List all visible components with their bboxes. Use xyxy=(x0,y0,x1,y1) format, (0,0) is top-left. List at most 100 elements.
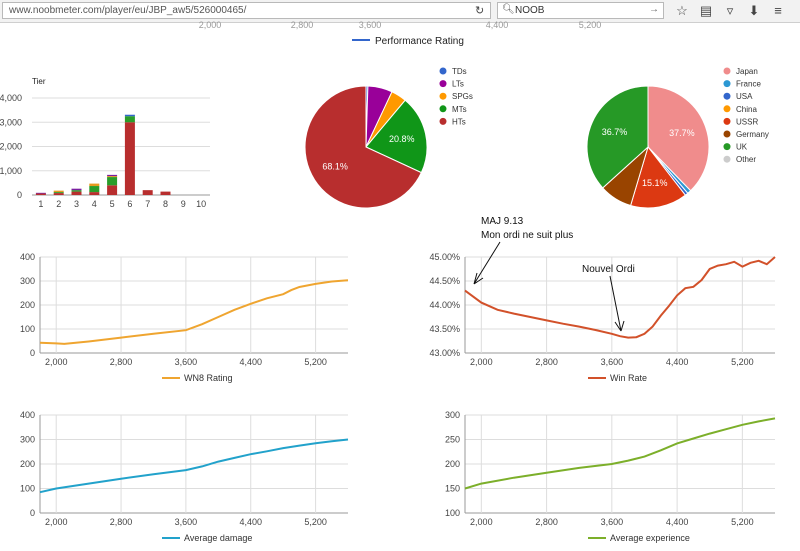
types-legend-swatch-lts xyxy=(439,80,447,88)
damage-xtick-3: 4,400 xyxy=(239,517,262,527)
tier-bar-chart: Tier 0 1,000 2,000 3,000 4,000 1 2 3 4 5 6 7 8 9 10 xyxy=(0,77,210,209)
nations-slice-uk xyxy=(586,85,649,189)
browser-toolbar: www.noobmeter.com/player/eu/JBP_aw5/5260… xyxy=(0,0,800,23)
winrate-xtick-2: 3,600 xyxy=(601,357,624,367)
cut-tick-4: 5,200 xyxy=(579,20,602,30)
experience-xtick-2: 3,600 xyxy=(601,517,624,527)
cut-tick-1: 2,800 xyxy=(291,20,314,30)
tier-bar-2-hts xyxy=(53,193,64,195)
annotation-nouvel: Nouvel Ordi xyxy=(582,264,635,275)
tier-bar-2-spgs xyxy=(53,190,64,193)
tier-title: Tier xyxy=(32,77,46,86)
nations-slice-label-ussr: 15.1% xyxy=(642,178,668,188)
types-legend-label-tds: TDs xyxy=(452,67,467,76)
download-icon[interactable]: ⬇ xyxy=(748,3,760,18)
experience-ytick-4: 300 xyxy=(445,410,460,420)
types-legend-swatch-tds xyxy=(439,67,447,75)
reading-list-icon[interactable]: ▤ xyxy=(699,3,713,18)
tier-bar-8-hts xyxy=(160,191,171,195)
performance-legend-label: Performance Rating xyxy=(375,36,464,47)
pocket-icon[interactable]: ▿ xyxy=(726,3,734,18)
types-legend-swatch-hts xyxy=(439,117,447,125)
tier-ytick-1: 1,000 xyxy=(0,166,22,176)
experience-series-line xyxy=(464,417,776,490)
types-slice-hts xyxy=(304,85,423,209)
nations-slice-label-japan: 37.7% xyxy=(669,128,695,138)
tier-bar-4-hts xyxy=(89,192,100,195)
nations-legend-swatch-usa xyxy=(723,92,731,100)
annotation-maj-line1: MAJ 9.13 xyxy=(481,216,524,227)
bookmark-star-icon[interactable]: ☆ xyxy=(676,3,688,18)
damage-series-line xyxy=(39,438,349,494)
search-bar[interactable]: 🔍︎ NOOB → xyxy=(497,2,664,19)
tier-xtick-3: 4 xyxy=(92,199,97,209)
damage-legend-label: Average damage xyxy=(184,533,252,543)
winrate-series-line xyxy=(464,256,776,339)
winrate-ytick-3: 44.50% xyxy=(429,276,460,286)
nations-slice-japan xyxy=(647,85,710,192)
nations-legend-label-ussr: USSR xyxy=(736,117,758,126)
damage-ytick-2: 200 xyxy=(20,459,35,469)
nations-legend-swatch-other xyxy=(723,155,731,163)
wn8-xtick-0: 2,000 xyxy=(45,357,68,367)
search-icon: 🔍︎ xyxy=(502,4,515,15)
damage-xtick-2: 3,600 xyxy=(175,517,198,527)
nations-legend-swatch-japan xyxy=(723,67,731,75)
annotation-nouvel-arrow xyxy=(609,275,625,332)
wn8-xtick-3: 4,400 xyxy=(239,357,262,367)
types-slice-mts xyxy=(365,99,428,174)
winrate-ytick-2: 44.00% xyxy=(429,300,460,310)
experience-ytick-0: 100 xyxy=(445,508,460,518)
nations-legend-swatch-france xyxy=(723,80,731,88)
types-slice-label-hts: 68.1% xyxy=(322,162,348,172)
experience-xtick-3: 4,400 xyxy=(666,517,689,527)
wn8-ytick-2: 200 xyxy=(20,300,35,310)
damage-line-chart: 0 100 200 300 400 2,000 2,800 3,600 4,400 5,200 Av… xyxy=(20,410,349,543)
tier-bar-1-hts xyxy=(35,193,46,195)
nations-legend-label-germany: Germany xyxy=(736,130,769,139)
tier-ytick-4: 4,000 xyxy=(0,93,22,103)
experience-xtick-1: 2,800 xyxy=(535,517,558,527)
url-bar[interactable]: www.noobmeter.com/player/eu/JBP_aw5/5260… xyxy=(2,2,491,19)
tier-xtick-2: 3 xyxy=(74,199,79,209)
types-legend-label-hts: HTs xyxy=(452,117,466,126)
annotation-maj-line2: Mon ordi ne suit plus xyxy=(481,230,573,241)
experience-legend-label: Average experience xyxy=(610,533,690,543)
wn8-xtick-2: 3,600 xyxy=(175,357,198,367)
cut-off-ticks: 2,000 2,800 3,600 4,400 5,200 xyxy=(199,20,602,30)
experience-line-chart: 100 150 200 250 300 2,000 2,800 3,600 4,400 5,200… xyxy=(445,410,776,543)
winrate-line-chart: 43.00% 43.50% 44.00% 44.50% 45.00% 2,000 2,800… xyxy=(429,252,776,383)
wn8-ytick-3: 300 xyxy=(20,276,35,286)
damage-ytick-3: 300 xyxy=(20,435,35,445)
tier-bar-6-tds xyxy=(124,114,135,117)
nations-legend-swatch-uk xyxy=(723,143,731,151)
damage-ytick-1: 100 xyxy=(20,484,35,494)
nations-legend-label-china: China xyxy=(736,105,757,114)
types-legend-swatch-mts xyxy=(439,105,447,113)
nations-legend-label-france: France xyxy=(736,80,761,89)
search-input[interactable]: NOOB xyxy=(515,5,545,16)
winrate-xtick-1: 2,800 xyxy=(535,357,558,367)
nations-legend-label-other: Other xyxy=(736,155,756,164)
tier-xtick-9: 10 xyxy=(196,199,206,209)
tier-bar-3-lts xyxy=(71,188,82,191)
types-legend-label-spgs: SPGs xyxy=(452,92,473,101)
types-legend-label-mts: MTs xyxy=(452,105,467,114)
winrate-xtick-4: 5,200 xyxy=(731,357,754,367)
tier-xtick-8: 9 xyxy=(181,199,186,209)
tier-ytick-2: 2,000 xyxy=(0,142,22,152)
nations-pie-chart: 37.7% Japan France USA China 15.1% USSR Germany… xyxy=(586,67,769,209)
tier-bar-2-mts xyxy=(53,192,64,194)
menu-icon[interactable]: ≡ xyxy=(774,3,782,18)
go-arrow-icon[interactable]: → xyxy=(649,4,659,15)
reload-icon[interactable]: ↻ xyxy=(475,5,485,17)
wn8-ytick-1: 100 xyxy=(20,324,35,334)
winrate-ytick-1: 43.50% xyxy=(429,324,460,334)
tier-bar-3-hts xyxy=(71,191,82,195)
wn8-ytick-4: 400 xyxy=(20,252,35,262)
types-slice-label-mts: 20.8% xyxy=(389,134,415,144)
wn8-xtick-1: 2,800 xyxy=(110,357,133,367)
winrate-ytick-4: 45.00% xyxy=(429,252,460,262)
tier-bar-5-mts xyxy=(107,177,118,186)
